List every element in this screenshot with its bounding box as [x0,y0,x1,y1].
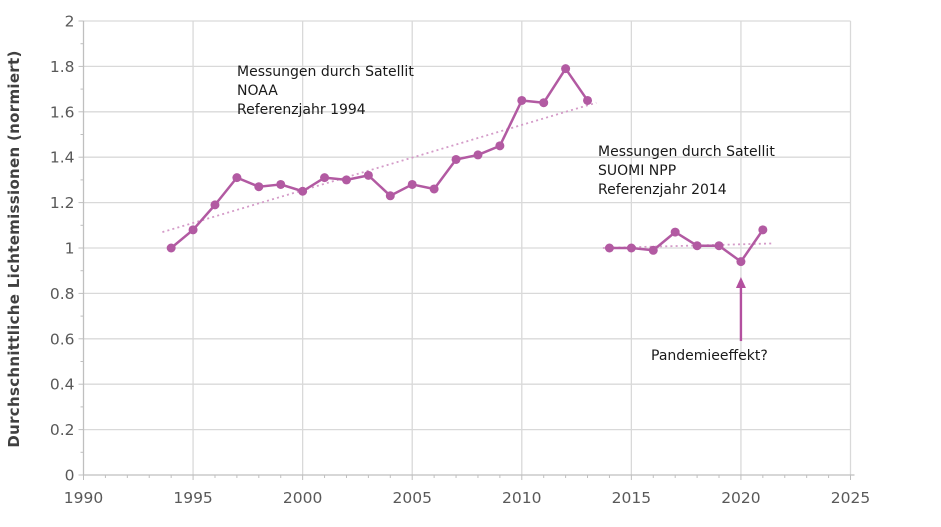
data-point [714,241,724,251]
data-point [670,227,680,237]
data-point [517,95,527,105]
svg-text:0.2: 0.2 [50,421,75,439]
data-point [341,175,351,185]
data-point [232,173,242,183]
annotation-suomi-line1: Messungen durch Satellit [598,144,775,160]
data-point [626,243,636,253]
svg-text:2010: 2010 [502,489,541,507]
data-point [298,186,308,196]
data-point [495,141,505,151]
annotation-pandemic: Pandemieeffekt? [651,348,768,364]
annotation-suomi-line2: SUOMI NPP [598,163,677,179]
annotation-noaa: Messungen durch Satellit NOAA Referenzja… [237,63,414,120]
svg-text:1990: 1990 [64,489,103,507]
y-axis-title: Durchschnittliche Lichtemissionen (normi… [5,50,23,448]
annotation-noaa-line2: NOAA [237,83,278,99]
axes [78,20,855,480]
data-point [188,225,198,235]
data-point [320,173,330,183]
series-noaa [166,64,593,253]
svg-text:1.4: 1.4 [50,149,75,167]
data-point [210,200,220,210]
svg-text:0.4: 0.4 [50,376,75,394]
svg-text:1995: 1995 [173,489,212,507]
data-point [648,245,658,255]
data-point [758,225,768,235]
gridlines [83,20,852,475]
svg-text:2020: 2020 [721,489,760,507]
data-point [561,64,571,74]
svg-text:0: 0 [65,467,75,485]
data-point [539,98,549,108]
y-tick-labels: 0 0.2 0.4 0.6 0.8 1 1.2 1.4 1.6 1.8 2 [50,13,75,485]
data-point [451,154,461,164]
data-point [363,170,373,180]
annotation-suomi-line3: Referenzjahr 2014 [598,182,727,198]
series-suomi-npp [604,225,768,267]
svg-text:2000: 2000 [283,489,322,507]
svg-text:2015: 2015 [612,489,651,507]
svg-text:2: 2 [65,13,75,31]
data-point [385,191,395,201]
svg-text:1.6: 1.6 [50,103,75,121]
annotation-noaa-line1: Messungen durch Satellit [237,64,414,80]
data-point [692,241,702,251]
data-point [254,182,264,192]
annotation-suomi: Messungen durch Satellit SUOMI NPP Refer… [598,143,775,200]
svg-text:1.8: 1.8 [50,58,75,76]
pandemic-arrow [735,277,746,342]
data-point [583,95,593,105]
trendlines [162,101,772,249]
data-point [276,179,286,189]
data-point [473,150,483,160]
data-point [166,243,176,253]
x-tick-labels: 1990 1995 2000 2005 2010 2015 2020 2025 [64,489,870,507]
data-point [604,243,614,253]
annotation-noaa-line3: Referenzjahr 1994 [237,102,366,118]
svg-text:0.6: 0.6 [50,330,75,348]
svg-text:1.2: 1.2 [50,194,75,212]
svg-text:2005: 2005 [392,489,431,507]
svg-text:2025: 2025 [831,489,870,507]
data-point [429,184,439,194]
svg-text:0.8: 0.8 [50,285,75,303]
data-point [407,179,417,189]
svg-text:1: 1 [65,240,75,258]
data-point [736,257,746,267]
